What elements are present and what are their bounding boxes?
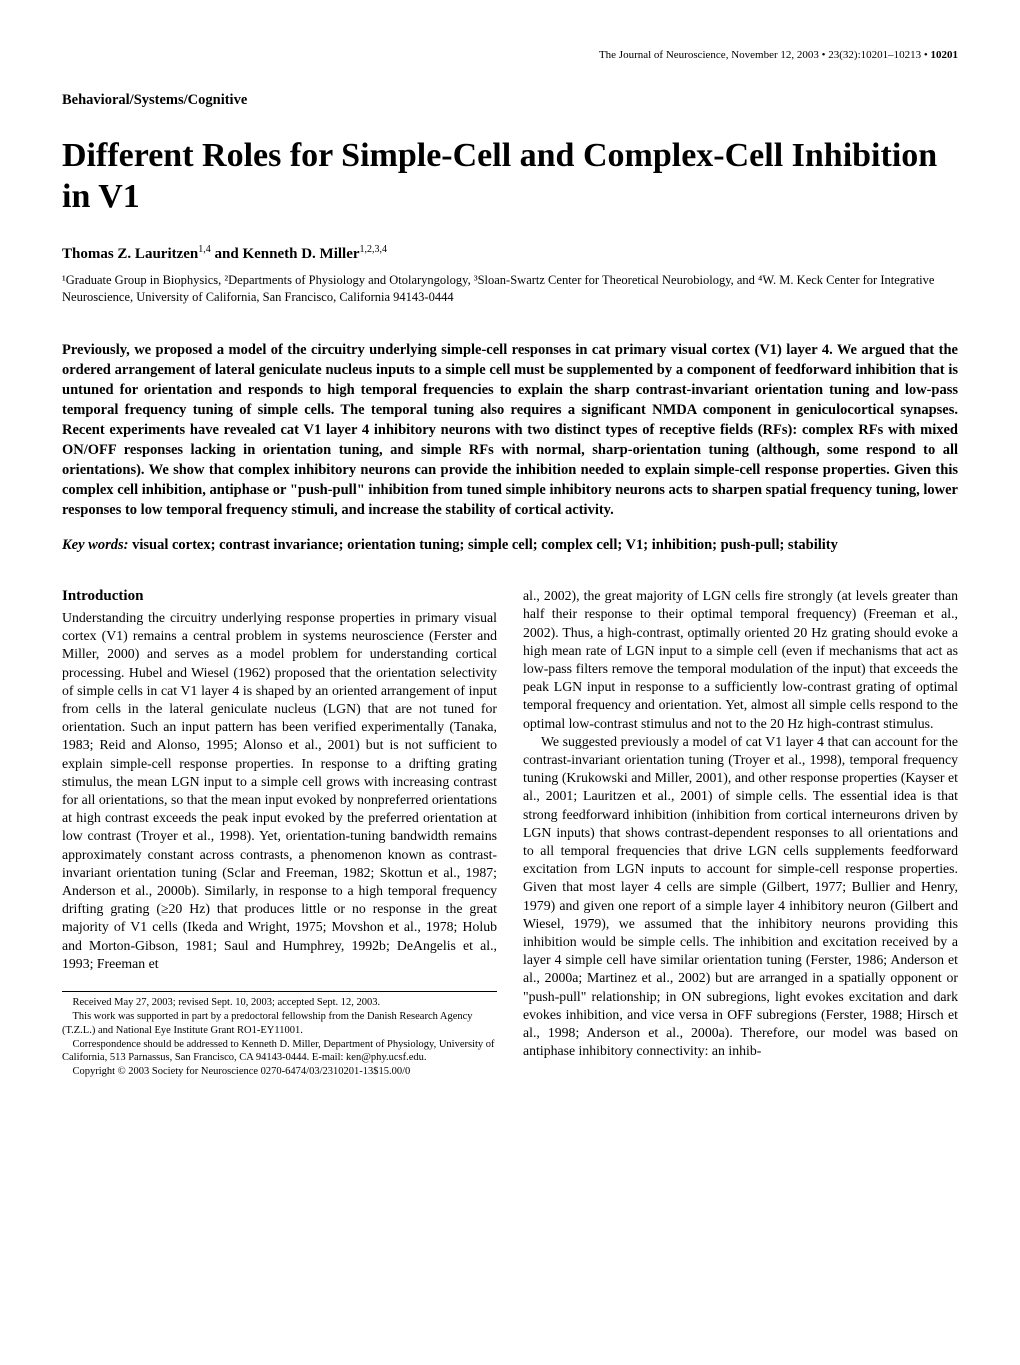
- footnotes-block: Received May 27, 2003; revised Sept. 10,…: [62, 991, 497, 1079]
- journal-name: The Journal of Neuroscience,: [599, 49, 729, 61]
- section-label: Behavioral/Systems/Cognitive: [62, 91, 958, 111]
- footnote-received: Received May 27, 2003; revised Sept. 10,…: [62, 996, 497, 1010]
- volume-pages: 23(32):10201–10213: [828, 49, 921, 61]
- author-1-affil: 1,4: [198, 244, 211, 255]
- intro-paragraph-1: Understanding the circuitry underlying r…: [62, 609, 497, 973]
- abstract: Previously, we proposed a model of the c…: [62, 340, 958, 520]
- bullet: •: [822, 49, 826, 61]
- left-column: Introduction Understanding the circuitry…: [62, 587, 497, 1079]
- affiliations: ¹Graduate Group in Biophysics, ²Departme…: [62, 272, 958, 306]
- issue-date: November 12, 2003: [731, 49, 819, 61]
- authors-line: Thomas Z. Lauritzen1,4 and Kenneth D. Mi…: [62, 243, 958, 264]
- keywords: Key words: visual cortex; contrast invar…: [62, 536, 958, 556]
- article-title: Different Roles for Simple-Cell and Comp…: [62, 136, 958, 216]
- footnote-funding: This work was supported in part by a pre…: [62, 1010, 497, 1038]
- footnote-copyright: Copyright © 2003 Society for Neuroscienc…: [62, 1065, 497, 1079]
- body-columns: Introduction Understanding the circuitry…: [62, 587, 958, 1079]
- author-1: Thomas Z. Lauritzen: [62, 246, 198, 262]
- intro-paragraph-1-cont: al., 2002), the great majority of LGN ce…: [523, 587, 958, 733]
- intro-paragraph-2: We suggested previously a model of cat V…: [523, 733, 958, 1061]
- author-2-affil: 1,2,3,4: [360, 244, 388, 255]
- running-header: The Journal of Neuroscience, November 12…: [62, 48, 958, 63]
- keywords-label: Key words:: [62, 537, 128, 553]
- footnote-rule: [62, 991, 497, 992]
- bullet: •: [924, 49, 928, 61]
- footnote-correspondence: Correspondence should be addressed to Ke…: [62, 1038, 497, 1066]
- page-number: 10201: [931, 49, 959, 61]
- keywords-content: visual cortex; contrast invariance; orie…: [128, 537, 837, 553]
- introduction-heading: Introduction: [62, 587, 497, 607]
- authors-and: and Kenneth D. Miller: [211, 246, 360, 262]
- right-column: al., 2002), the great majority of LGN ce…: [523, 587, 958, 1079]
